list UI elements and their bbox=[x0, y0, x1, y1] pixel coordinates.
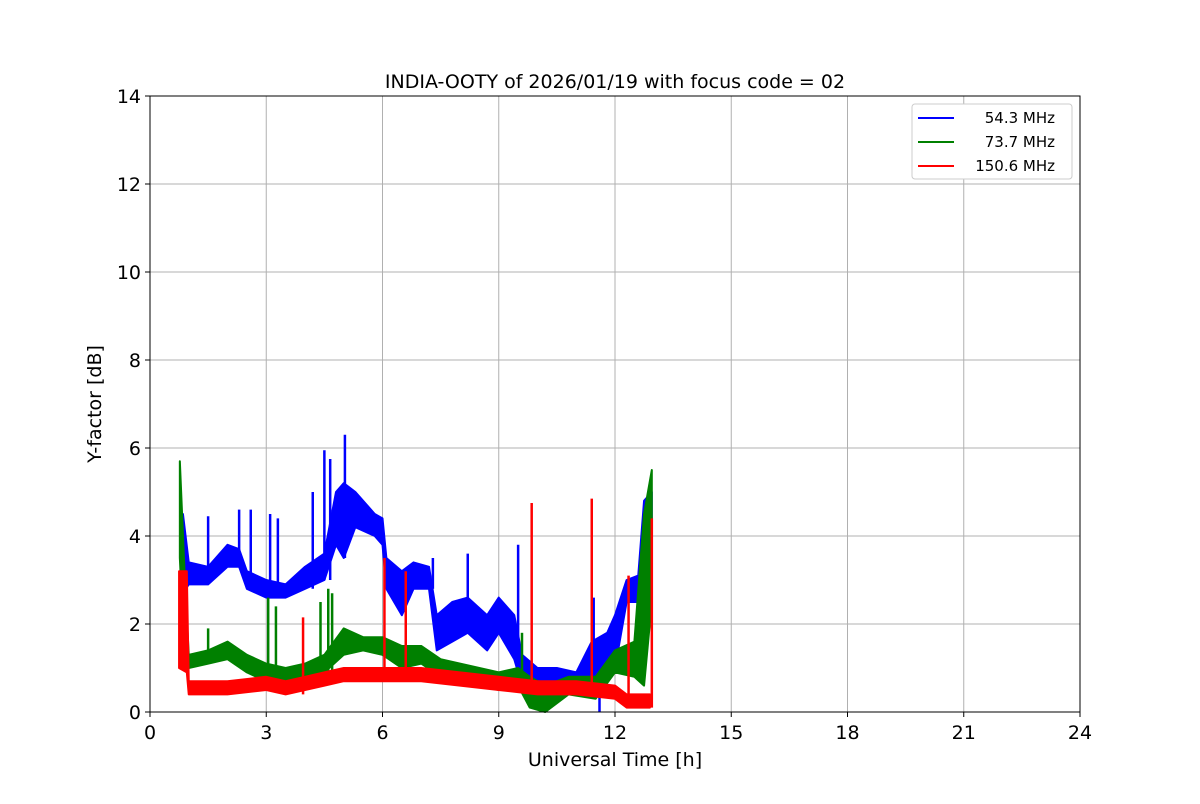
y-tick-label: 8 bbox=[129, 350, 141, 372]
x-tick-label: 12 bbox=[603, 722, 627, 744]
x-tick-label: 9 bbox=[493, 722, 505, 744]
series-layer bbox=[178, 434, 654, 713]
x-tick-label: 0 bbox=[144, 722, 156, 744]
x-tick-label: 3 bbox=[260, 722, 272, 744]
x-tick-label: 18 bbox=[835, 722, 859, 744]
x-tick-label: 21 bbox=[952, 722, 976, 744]
legend: 54.3 MHz 73.7 MHz 150.6 MHz bbox=[911, 103, 1073, 180]
y-tick-label: 10 bbox=[117, 262, 141, 284]
x-tick-label: 6 bbox=[376, 722, 388, 744]
y-tick-label: 4 bbox=[129, 526, 141, 548]
y-tick-label: 14 bbox=[117, 86, 141, 108]
chart-title: INDIA-OOTY of 2026/01/19 with focus code… bbox=[385, 71, 845, 93]
y-axis-label: Y-factor [dB] bbox=[84, 345, 106, 464]
legend-label: 54.3 MHz bbox=[985, 109, 1055, 127]
series-band bbox=[178, 570, 651, 709]
legend-label: 150.6 MHz bbox=[975, 157, 1055, 175]
y-tick-label: 0 bbox=[129, 702, 141, 724]
x-tick-label: 24 bbox=[1068, 722, 1092, 744]
legend-box bbox=[911, 103, 1073, 180]
series-2 bbox=[178, 498, 654, 709]
x-tick-label: 15 bbox=[719, 722, 743, 744]
y-tick-label: 12 bbox=[117, 174, 141, 196]
y-tick-label: 6 bbox=[129, 438, 141, 460]
x-axis-label: Universal Time [h] bbox=[528, 749, 702, 771]
y-tick-label: 2 bbox=[129, 614, 141, 636]
legend-label: 73.7 MHz bbox=[985, 133, 1055, 151]
